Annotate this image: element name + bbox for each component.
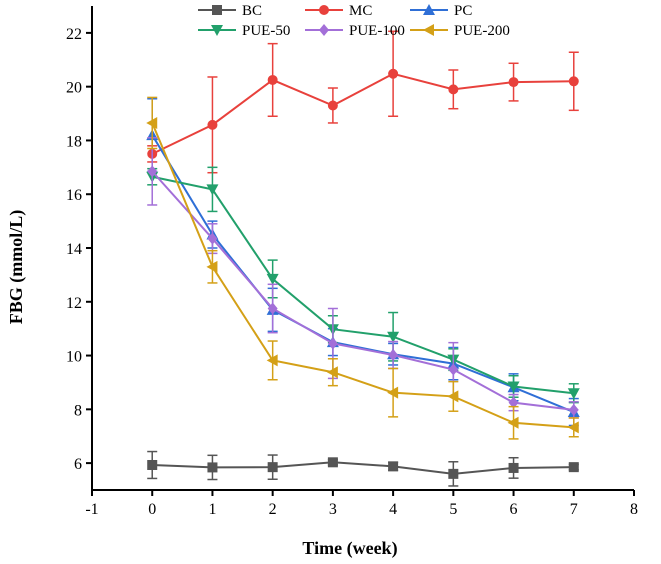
legend-item-pue-200: PUE-200 (410, 23, 510, 39)
data-point-pue-200 (266, 354, 278, 367)
legend: BC MC PC PUE-50 PUE-100 PUE-200 (198, 3, 510, 39)
series-bc (147, 450, 579, 487)
x-tick-label: 8 (630, 501, 638, 518)
data-point-pue-200 (507, 416, 519, 429)
series-layer (146, 30, 580, 487)
data-point-pue-100 (568, 403, 579, 416)
data-point-bc (568, 462, 579, 473)
data-point-pue-200 (326, 366, 338, 379)
legend-item-pc: PC (410, 3, 472, 19)
x-tick-label: 0 (148, 501, 156, 518)
data-point-bc (448, 468, 459, 479)
x-tick-label: 4 (389, 501, 397, 518)
data-point-pue-50 (507, 381, 520, 393)
x-tick-label: 6 (510, 501, 518, 518)
data-point-mc (207, 119, 218, 130)
series-line-pue-100 (151, 170, 574, 411)
data-point-pue-100 (267, 302, 278, 315)
legend-marker (211, 25, 223, 36)
legend-item-pue-100: PUE-100 (305, 23, 405, 39)
x-tick-label: 5 (449, 501, 457, 518)
x-tick-label: -1 (85, 501, 98, 518)
data-point-pue-100 (327, 337, 338, 350)
data-point-mc (388, 68, 399, 79)
legend-marker (212, 5, 222, 15)
data-point-pue-100 (508, 396, 519, 409)
y-tick-label: 14 (66, 241, 82, 258)
data-point-pue-100 (147, 165, 158, 178)
y-tick-label: 20 (66, 80, 82, 97)
legend-marker (319, 24, 329, 36)
series-line-bc (152, 461, 574, 475)
data-point-pue-200 (206, 260, 218, 273)
data-point-pue-100 (207, 232, 218, 245)
legend-label: MC (349, 3, 372, 19)
y-tick-label: 22 (66, 26, 82, 43)
series-pue-200 (146, 96, 579, 440)
legend-label: BC (242, 3, 262, 19)
data-point-pue-200 (447, 390, 459, 403)
legend-label: PUE-100 (349, 23, 405, 39)
series-pue-50 (146, 166, 580, 404)
x-axis-title: Time (week) (302, 538, 397, 559)
data-point-pue-200 (567, 421, 579, 434)
data-point-pue-50 (206, 184, 219, 196)
legend-item-pue-50: PUE-50 (198, 23, 290, 39)
series-pue-100 (147, 137, 579, 419)
series-line-mc (151, 72, 574, 155)
data-point-bc (147, 459, 158, 470)
legend-marker (423, 24, 434, 36)
data-point-mc (448, 84, 459, 95)
data-point-bc (267, 462, 278, 473)
y-tick-label: 6 (74, 456, 82, 473)
data-point-pue-50 (567, 388, 580, 400)
data-point-pue-200 (387, 386, 399, 399)
data-point-mc (267, 74, 278, 85)
y-tick-label: 8 (74, 402, 82, 419)
series-line-pc (151, 134, 575, 413)
series-line-pue-200 (151, 122, 574, 429)
legend-marker (319, 5, 329, 15)
x-tick-label: 7 (570, 501, 578, 518)
data-point-mc (327, 100, 338, 111)
y-tick-label: 12 (66, 295, 82, 312)
data-point-pue-100 (388, 349, 399, 362)
legend-item-mc: MC (305, 3, 372, 19)
legend-label: PUE-50 (242, 23, 290, 39)
data-point-bc (207, 462, 218, 473)
data-point-mc (568, 76, 579, 87)
data-point-pue-50 (387, 331, 400, 343)
y-tick-label: 16 (66, 187, 82, 204)
series-line-pue-50 (152, 175, 574, 395)
y-tick-label: 18 (66, 133, 82, 150)
y-tick-label: 10 (66, 349, 82, 366)
data-point-pue-100 (448, 363, 459, 376)
data-point-pue-200 (146, 116, 158, 129)
data-point-bc (508, 462, 519, 473)
legend-marker (423, 4, 435, 15)
legend-item-bc: BC (198, 3, 262, 19)
data-point-bc (327, 457, 338, 468)
legend-label: PC (454, 3, 472, 19)
series-mc (147, 30, 579, 174)
legend-label: PUE-200 (454, 23, 510, 39)
y-axis-title: FBG (mmol/L) (6, 210, 27, 325)
data-point-pue-50 (266, 273, 279, 285)
data-point-mc (508, 77, 519, 88)
x-tick-label: 1 (208, 501, 216, 518)
data-point-bc (388, 461, 399, 472)
x-tick-label: 3 (329, 501, 337, 518)
x-tick-label: 2 (269, 501, 277, 518)
